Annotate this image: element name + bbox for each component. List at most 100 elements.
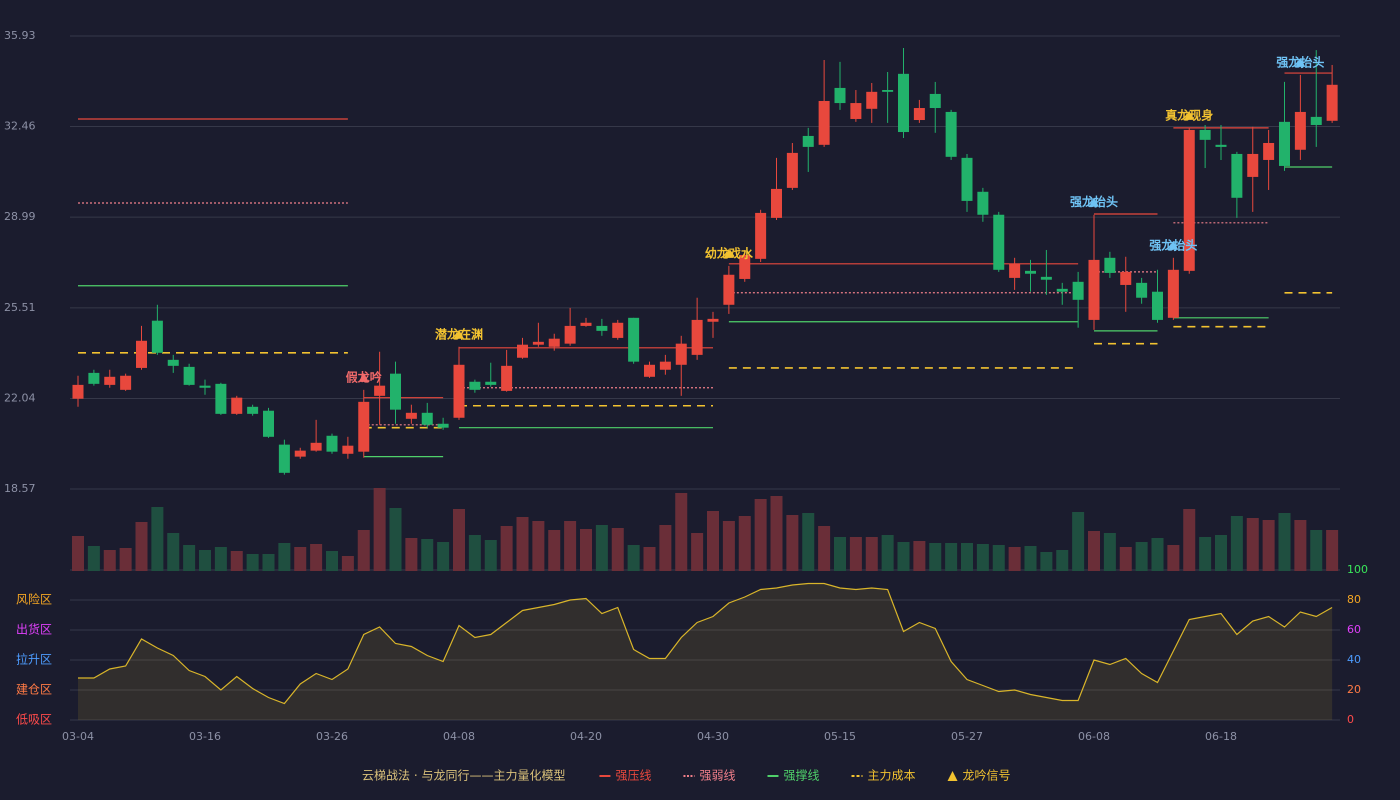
candle-body [548,338,560,347]
candle-body [294,450,306,457]
y-tick-label: 25.51 [4,301,36,314]
y2-tick-label: 0 [1347,713,1354,726]
candle-body [1231,153,1243,198]
volume-bar [961,543,973,571]
volume-bar [707,511,719,571]
signal-marker [723,248,734,258]
signal-label: 强龙抬头 [1149,237,1197,252]
candle-body [1294,111,1306,150]
candle-body [405,412,417,419]
oscillator-line [78,582,1333,705]
volume-bar [405,538,418,571]
signal-marker [1168,240,1179,250]
legend-label: 强弱线 [699,769,735,783]
candle-body [72,384,84,399]
legend-swatch [947,771,958,781]
candle-body [691,319,703,355]
y2-tick-label: 100 [1347,563,1368,576]
volume-bar [326,551,338,571]
candle-body [151,320,163,353]
legend-title: 云梯战法 · 与龙同行——主力量化模型 [362,769,565,783]
volume-bar [1008,547,1021,571]
candle-body [1183,129,1195,271]
volume-bar [468,535,481,571]
candle-body [675,343,687,365]
candle-body [866,91,878,109]
volume-bar [1088,531,1100,571]
volume-bar [1056,550,1069,571]
candle-body [1167,269,1179,318]
x-tick-label: 03-16 [189,730,221,743]
volume-bar [532,521,545,571]
x-tick-label: 04-08 [443,730,475,743]
volume-bar [849,537,862,571]
signal-label: 幼龙戏水 [705,245,754,260]
candle-body [1215,144,1227,147]
candle-body [850,103,862,119]
volume-bar [437,542,450,571]
candle-body [120,375,132,390]
zone-label: 出货区 [16,622,52,637]
candle-body [358,401,370,452]
candle-body [278,444,290,473]
candle-body [104,376,116,385]
signal-label: 强龙抬头 [1070,194,1118,209]
volume-bar [294,547,307,571]
candle-body [437,423,449,428]
candle-body [1136,282,1148,298]
candle-body [326,435,338,452]
candle-body [1088,259,1100,320]
volume-bar [72,536,84,571]
candle-body [707,318,719,322]
volume-bar [992,545,1005,571]
volume-bar [643,547,656,571]
volume-bar [913,541,926,571]
volume-bar [1278,513,1291,571]
volume-bar [199,550,211,571]
candle-body [644,364,655,377]
volume-bar [1167,545,1180,571]
volume-bar [167,533,180,571]
volume-bar [135,522,148,571]
volume-bar [659,525,672,571]
candle-body [1009,263,1021,278]
signal-label: 潜龙在渊 [435,326,483,341]
candle-body [469,381,481,390]
candle-body [421,412,433,425]
zone-label: 风险区 [16,592,52,607]
candle-body [453,364,465,418]
volume-bar [691,533,704,571]
y-tick-label: 22.04 [4,391,36,404]
candle-body [247,406,259,414]
candle-body [1056,288,1068,292]
volume-bar [897,542,910,571]
candle-body [199,385,211,388]
volume-bar [1310,530,1323,571]
volume-bar [278,543,291,571]
candle-body [929,93,941,109]
volume-bar [1262,520,1275,571]
volume-bar [1326,530,1339,571]
candle-body [834,87,846,104]
candle-body [517,344,528,358]
volume-bar [580,529,592,571]
volume-bar [675,493,688,571]
volume-bar [389,508,402,571]
candle-body [977,191,989,215]
volume-bar [246,554,259,571]
volume-bar [1199,537,1212,571]
zone-label: 拉升区 [16,652,52,667]
volume-bar [1215,535,1227,571]
volume-bar [802,513,815,571]
volume-bar [1246,518,1259,571]
candle-body [390,373,401,410]
candle-body [532,341,544,345]
y-tick-label: 28.99 [4,210,36,223]
volume-bar [548,530,561,571]
candle-body [1247,153,1259,177]
signal-marker [358,372,369,382]
candle-body [231,397,243,414]
candle-body [88,372,100,384]
volume-bar [786,515,799,571]
